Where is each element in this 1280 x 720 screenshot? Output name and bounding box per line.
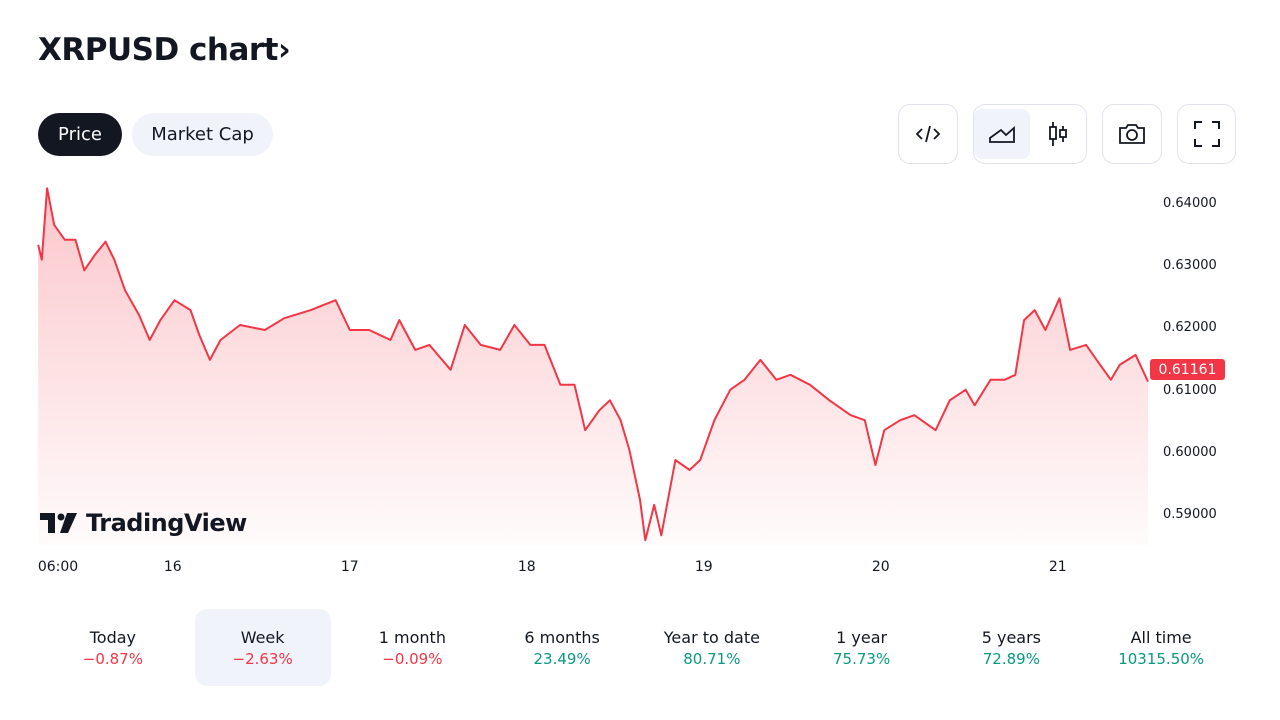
x-tick-label: 16 — [163, 559, 182, 575]
page-title: XRPUSD chart — [38, 32, 279, 68]
period-change: −2.63% — [232, 649, 293, 668]
period-1-month[interactable]: 1 month −0.09% — [345, 609, 481, 686]
period-label: 1 month — [378, 627, 446, 647]
chart-title-link[interactable]: XRPUSD chart› — [38, 32, 291, 68]
x-tick-label: 19 — [694, 559, 713, 575]
tab-price[interactable]: Price — [38, 113, 122, 156]
x-tick-label: 17 — [340, 559, 359, 575]
period-1-year[interactable]: 1 year 75.73% — [794, 609, 930, 686]
embed-button[interactable] — [900, 109, 956, 159]
period-label: 1 year — [836, 627, 888, 647]
camera-icon — [1119, 124, 1145, 144]
x-tick-label: 20 — [871, 559, 890, 575]
period-all-time[interactable]: All time 10315.50% — [1093, 609, 1229, 686]
tradingview-wordmark: TradingView — [86, 509, 247, 537]
toolbar-embed — [898, 104, 958, 164]
price-line — [37, 187, 1149, 542]
tradingview-logo-icon — [40, 513, 77, 533]
fullscreen-button[interactable] — [1179, 109, 1235, 159]
x-tick-label: 06:00 — [37, 559, 79, 575]
tradingview-logo[interactable]: TradingView — [40, 509, 247, 537]
price-area-fill — [38, 188, 1149, 545]
period-label: Year to date — [663, 627, 760, 647]
y-tick-label: 0.64000 — [1163, 196, 1217, 211]
price-chart[interactable] — [0, 0, 1280, 600]
chart-type-group — [973, 104, 1087, 164]
x-tick-label: 21 — [1048, 559, 1067, 575]
candles-button[interactable] — [1030, 109, 1086, 159]
period-5-years[interactable]: 5 years 72.89% — [944, 609, 1080, 686]
period-year-to-date[interactable]: Year to date 80.71% — [644, 609, 780, 686]
period-change: 80.71% — [683, 649, 741, 668]
period-change: −0.09% — [382, 649, 443, 668]
period-label: 6 months — [524, 627, 600, 647]
period-label: Week — [240, 627, 285, 647]
y-tick-label: 0.63000 — [1163, 258, 1217, 274]
period-today[interactable]: Today −0.87% — [45, 609, 181, 686]
period-change: 10315.50% — [1118, 649, 1205, 668]
period-label: 5 years — [981, 627, 1042, 647]
embed-code-icon — [915, 125, 941, 143]
period-selector: Today −0.87% Week −2.63% 1 month −0.09% 6 mont… — [38, 609, 1236, 686]
period-change: 23.49% — [533, 649, 591, 668]
tab-market-cap[interactable]: Market Cap — [132, 113, 273, 156]
toolbar-fullscreen — [1177, 104, 1236, 164]
period-change: 75.73% — [833, 649, 891, 668]
snapshot-button[interactable] — [1104, 109, 1160, 159]
x-tick-label: 18 — [517, 559, 536, 575]
y-tick-label: 0.59000 — [1163, 507, 1217, 522]
candles-icon — [1049, 122, 1067, 146]
chevron-right-icon: › — [278, 32, 291, 68]
y-tick-label: 0.60000 — [1163, 444, 1217, 460]
period-6-months[interactable]: 6 months 23.49% — [494, 609, 630, 686]
period-label: All time — [1130, 627, 1192, 647]
period-change: 72.89% — [982, 649, 1040, 668]
y-tick-label: 0.61000 — [1163, 382, 1217, 398]
last-price-badge: 0.61161 — [1150, 359, 1225, 380]
period-week[interactable]: Week −2.63% — [194, 609, 331, 686]
area-chart-button[interactable] — [974, 109, 1030, 159]
area-chart-icon — [989, 126, 1015, 143]
period-change: −0.87% — [82, 649, 143, 668]
y-tick-label: 0.62000 — [1163, 320, 1217, 336]
period-label: Today — [89, 627, 137, 647]
toolbar-snapshot — [1102, 104, 1162, 164]
fullscreen-icon — [1193, 121, 1220, 147]
